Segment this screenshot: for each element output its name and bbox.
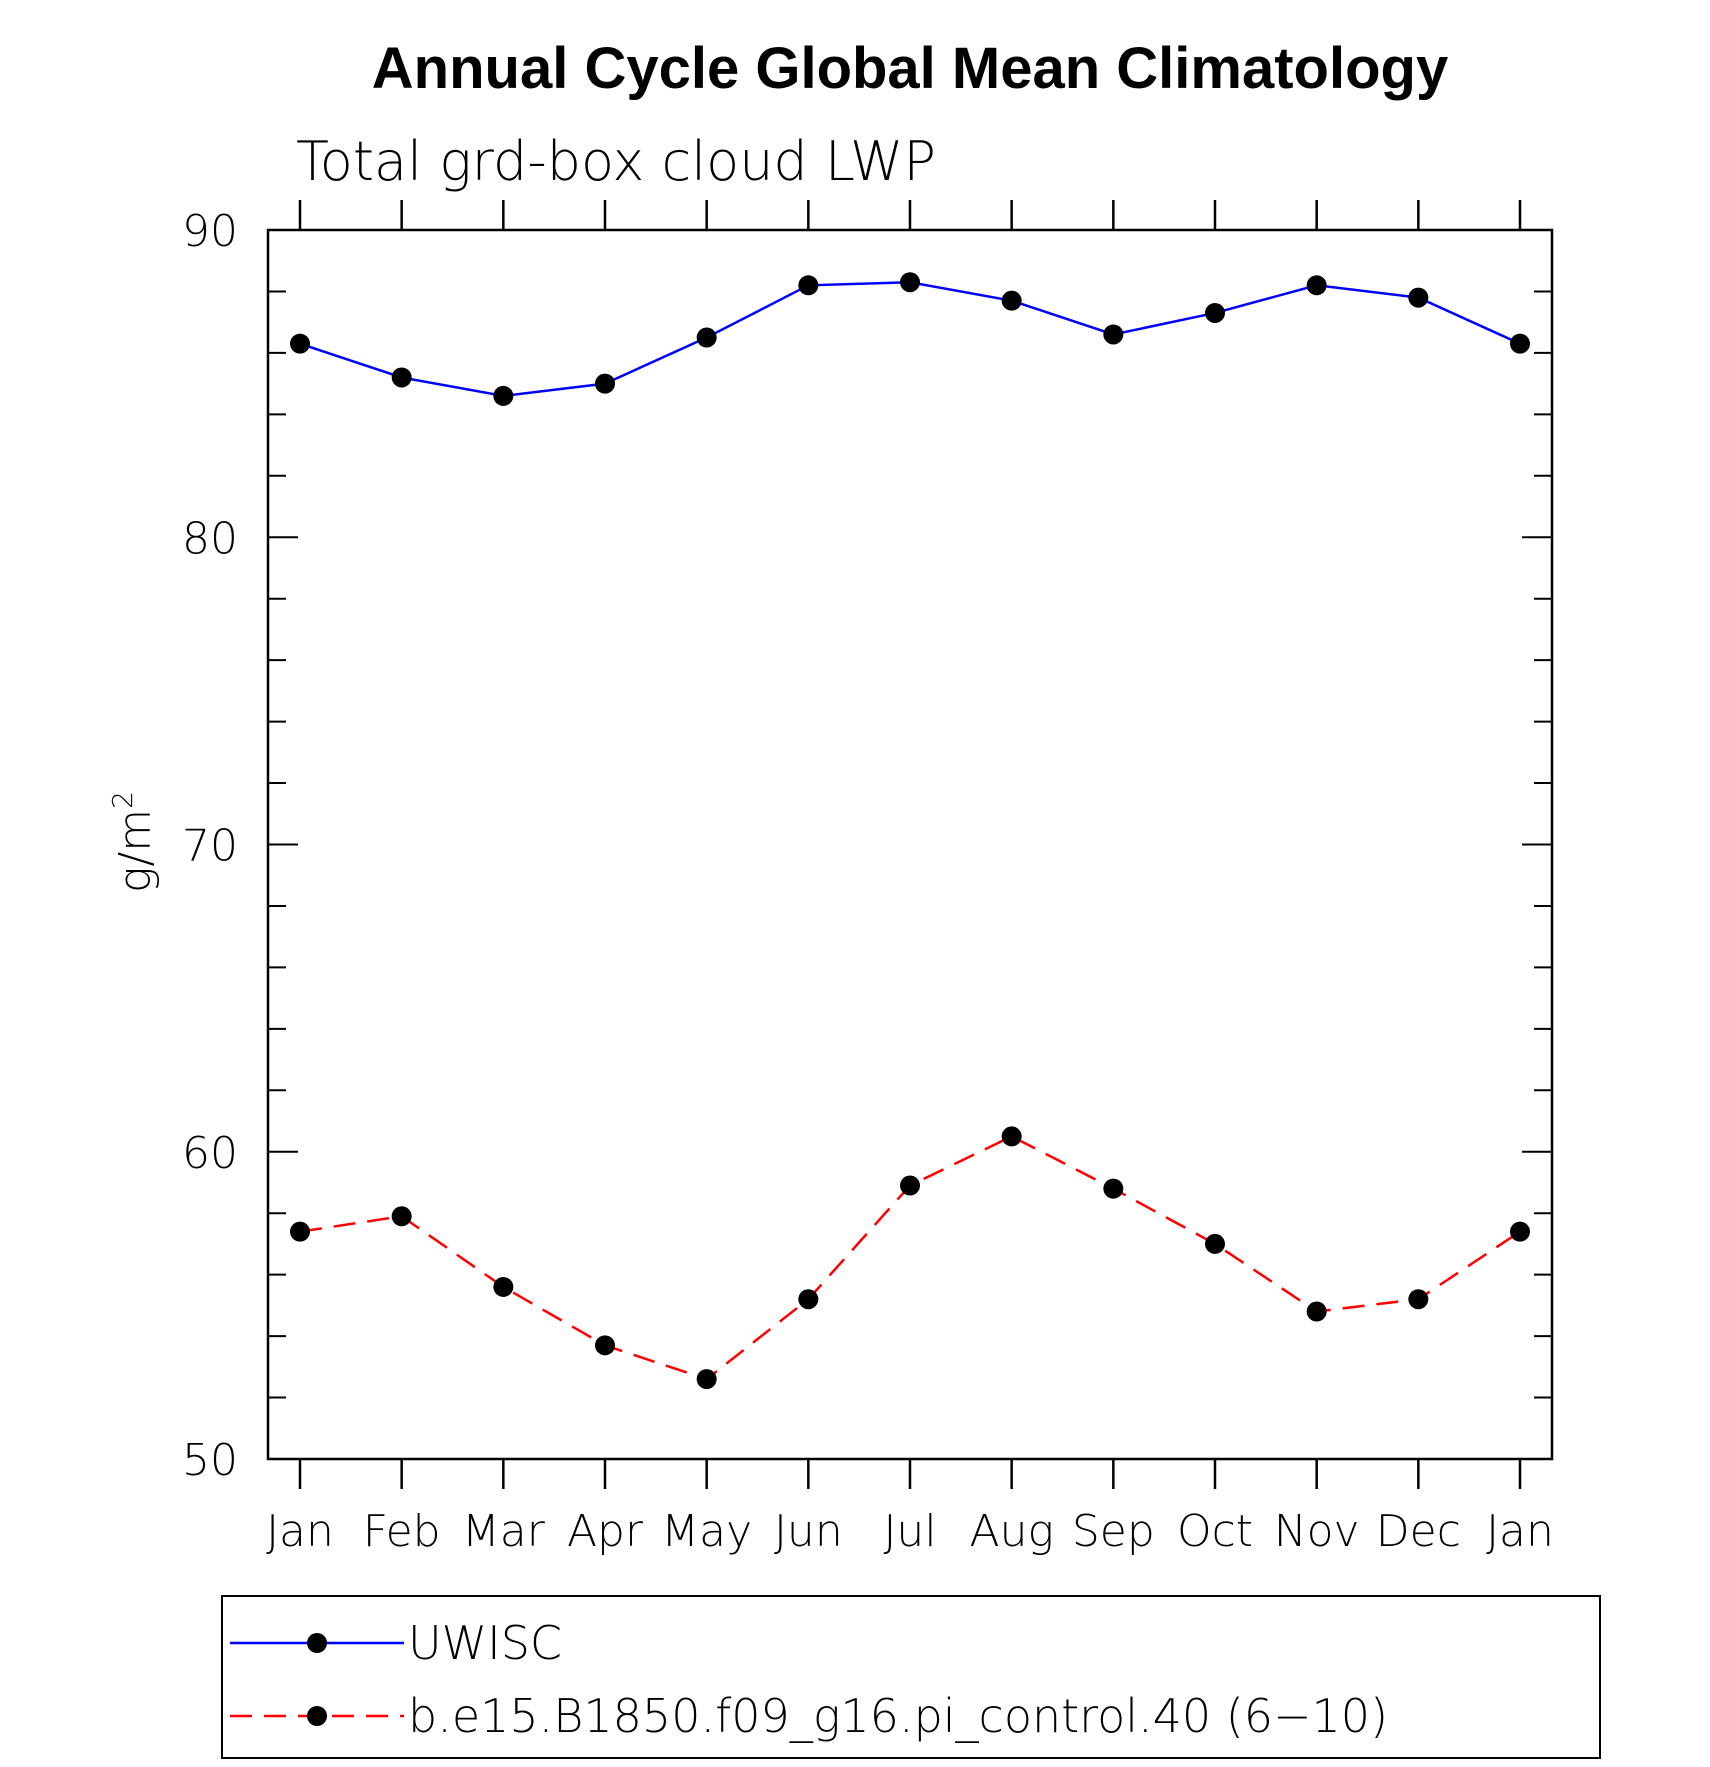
x-tick-label: Sep bbox=[1072, 1506, 1155, 1557]
series-point bbox=[493, 385, 514, 406]
series-point bbox=[1103, 1178, 1124, 1199]
x-tick-label: Jun bbox=[774, 1506, 843, 1557]
x-tick-label: Apr bbox=[567, 1506, 644, 1557]
y-tick-label: 60 bbox=[182, 1128, 238, 1179]
legend: UWISC b.e15.B1850.f09_g16.pi_control.40 (… bbox=[221, 1595, 1601, 1759]
x-tick-label: Jul bbox=[883, 1506, 936, 1557]
tick-labels: Jan Feb Mar Apr May Jun Jul Aug Sep Oct Nov Dec Jan 5… bbox=[182, 206, 1554, 1557]
x-tick-label: May bbox=[661, 1506, 752, 1557]
x-tick-label: Mar bbox=[462, 1506, 546, 1557]
x-tick-label: Jan bbox=[266, 1506, 334, 1557]
series-point bbox=[1510, 333, 1530, 354]
series-point bbox=[391, 367, 412, 388]
x-tick-label: Aug bbox=[969, 1506, 1053, 1557]
y-tick-label: 50 bbox=[182, 1435, 238, 1486]
series-point bbox=[900, 272, 920, 293]
chart-title: Annual Cycle Global Mean Climatology bbox=[372, 36, 1448, 101]
series-point bbox=[595, 373, 615, 394]
series-point bbox=[290, 1221, 310, 1242]
plot-frame bbox=[266, 228, 1554, 1461]
series-point bbox=[1205, 302, 1225, 323]
series-point bbox=[1408, 287, 1429, 308]
legend-label: b.e15.B1850.f09_g16.pi_control.40 (6−10) bbox=[408, 1689, 1388, 1743]
series-point bbox=[1408, 1289, 1429, 1310]
series-point bbox=[1306, 275, 1327, 296]
legend-box bbox=[221, 1595, 1601, 1759]
y-axis-label-superscript: 2 bbox=[106, 791, 139, 809]
chart-subtitle: Total grd-box cloud LWP bbox=[296, 130, 936, 193]
legend-label: UWISC bbox=[408, 1616, 562, 1670]
series-point bbox=[1001, 290, 1022, 311]
legend-marker bbox=[307, 1706, 327, 1726]
axes bbox=[266, 200, 1554, 1489]
series-point bbox=[1103, 324, 1124, 345]
series bbox=[290, 272, 1530, 1390]
series-point bbox=[696, 1369, 717, 1390]
legend-marker bbox=[307, 1633, 327, 1653]
y-tick-label: 80 bbox=[182, 513, 238, 564]
series-2 bbox=[290, 1126, 1530, 1390]
series-line bbox=[299, 1134, 1521, 1381]
series-point bbox=[900, 1175, 920, 1196]
x-tick-label: Feb bbox=[363, 1506, 441, 1557]
y-axis-label: g/m2 bbox=[106, 791, 161, 893]
series-point bbox=[493, 1276, 514, 1297]
x-tick-label: Jan bbox=[1486, 1506, 1554, 1557]
series-point bbox=[1306, 1301, 1327, 1322]
series-point bbox=[798, 275, 819, 296]
series-point bbox=[391, 1206, 412, 1227]
series-1 bbox=[290, 272, 1530, 406]
series-point bbox=[595, 1335, 615, 1356]
y-tick-label: 90 bbox=[182, 206, 238, 257]
series-point bbox=[798, 1289, 819, 1310]
y-axis-label-text: g/m bbox=[110, 809, 161, 893]
series-point bbox=[1001, 1126, 1022, 1147]
series-point bbox=[290, 333, 310, 354]
series-line bbox=[299, 280, 1521, 398]
y-tick-label: 70 bbox=[182, 821, 238, 872]
series-point bbox=[1205, 1233, 1225, 1254]
x-tick-label: Oct bbox=[1177, 1506, 1253, 1557]
series-point bbox=[1510, 1221, 1530, 1242]
x-tick-label: Nov bbox=[1274, 1506, 1360, 1557]
x-tick-label: Dec bbox=[1376, 1506, 1461, 1557]
series-point bbox=[696, 327, 717, 348]
